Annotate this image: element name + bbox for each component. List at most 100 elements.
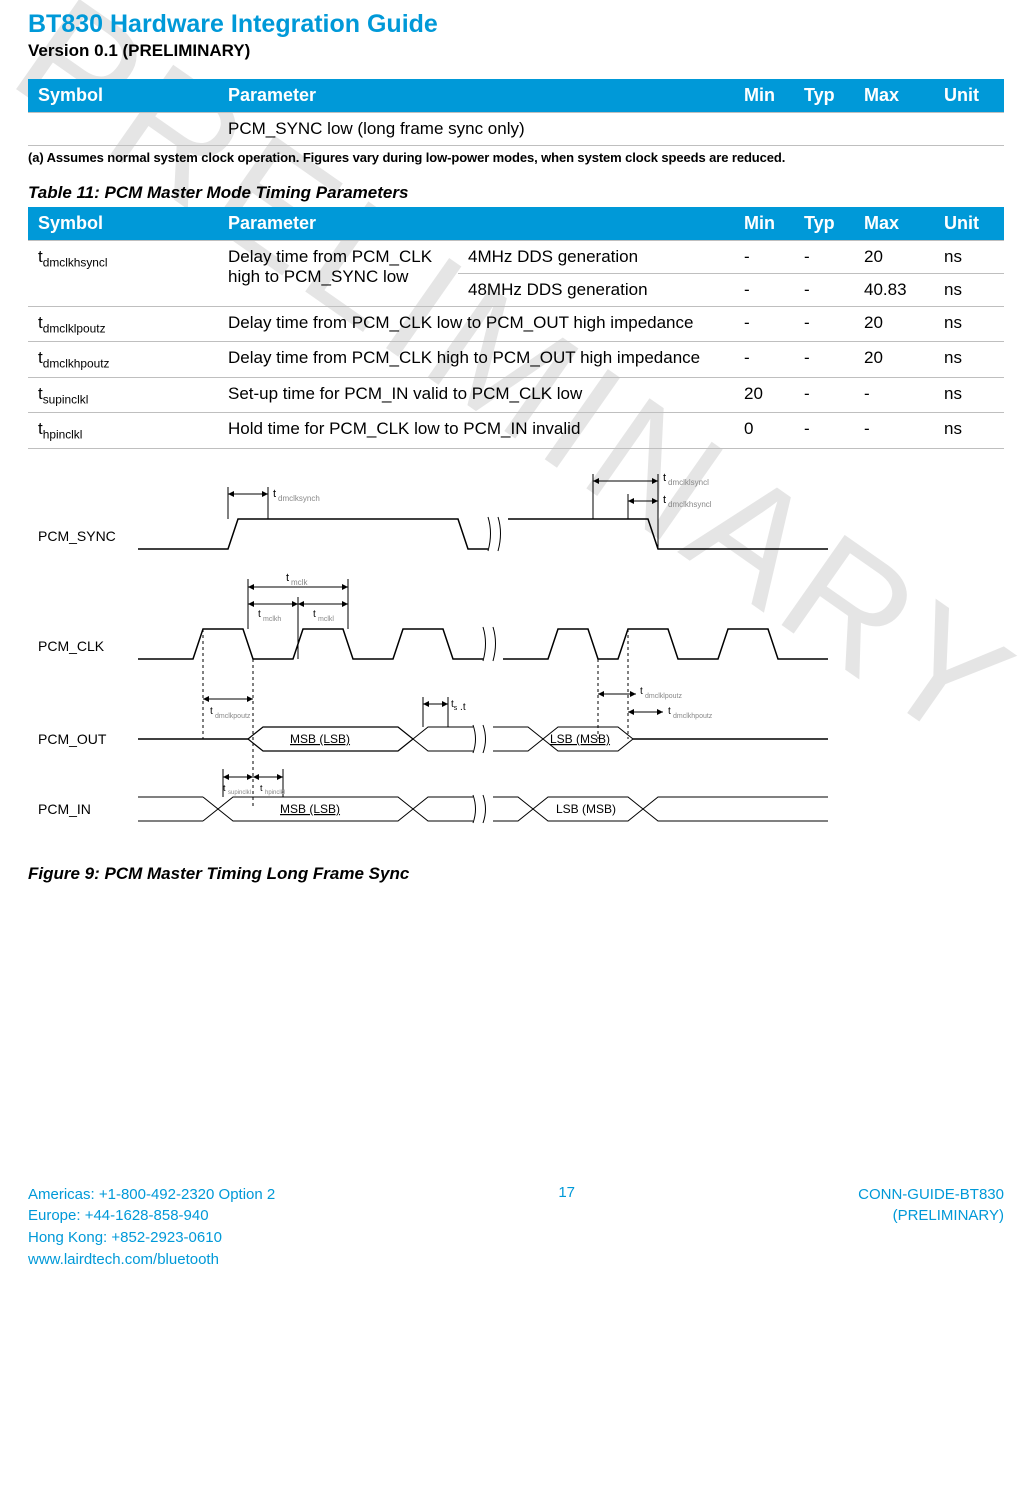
cell-typ: - [794,377,854,412]
cell-max: 40.83 [854,274,934,307]
footer-line: www.lairdtech.com/bluetooth [28,1249,275,1271]
sym-sub: hpinclkl [43,428,83,442]
table-row: tdmclkhpoutz Delay time from PCM_CLK hig… [28,342,1004,377]
cell-unit: ns [934,307,1004,342]
footer-line: Americas: +1-800-492-2320 Option 2 [28,1184,275,1206]
table-header-row: Symbol Parameter Min Typ Max Unit [28,79,1004,113]
svg-text:t: t [313,609,316,620]
cell-unit: ns [934,241,1004,274]
cell-typ: - [794,274,854,307]
cell-min: - [734,274,794,307]
svg-text:t: t [273,488,276,500]
table-row: tdmclklpoutz Delay time from PCM_CLK low… [28,307,1004,342]
cell-typ: - [794,307,854,342]
sym-sub: supinclkl [43,392,89,406]
label-pcm-out: PCM_OUT [38,731,107,747]
th-max: Max [854,79,934,113]
table-prev-tail: Symbol Parameter Min Typ Max Unit PCM_SY… [28,79,1004,146]
cell-max: - [854,413,934,448]
sym-sub: dmclkhsyncl [43,255,108,269]
svg-text:t: t [640,686,643,697]
svg-text:t: t [258,609,261,620]
timing-svg: PCM_SYNC PCM_CLK PCM_OUT PCM_IN t dmclks… [28,469,838,849]
lbl-supinclkl: supinclkl [228,790,251,796]
page-version: Version 0.1 (PRELIMINARY) [28,41,1004,61]
th-min: Min [734,79,794,113]
cell-min: - [734,342,794,377]
th-parameter: Parameter [218,207,734,241]
table-header-row: Symbol Parameter Min Typ Max Unit [28,207,1004,241]
cell-symbol [28,113,218,146]
svg-text:t: t [663,494,666,506]
cell-max: 20 [854,241,934,274]
lbl-hpinclkl: hpinclkl [265,790,285,796]
cell-unit [934,113,1004,146]
lbl-dmclklsyncl: dmclklsyncl [668,478,709,487]
th-min: Min [734,207,794,241]
cell-unit: ns [934,413,1004,448]
cell-typ [794,113,854,146]
lbl-dmclkhpoutz: dmclkhpoutz [673,713,713,720]
th-max: Max [854,207,934,241]
svg-text:t: t [668,706,671,717]
table11-caption: Table 11: PCM Master Mode Timing Paramet… [28,183,1004,203]
cell-symbol: tsupinclkl [28,377,218,412]
cell-parameter: PCM_SYNC low (long frame sync only) [218,113,734,146]
cell-min: - [734,241,794,274]
cell-typ: - [794,342,854,377]
lbl-mclkl: mclkl [318,616,334,623]
lbl-msb-lsb-in: MSB (LSB) [280,802,340,816]
label-pcm-sync: PCM_SYNC [38,528,116,544]
table-row: tdmclkhsyncl Delay time from PCM_CLK hig… [28,241,1004,274]
lbl-dmclkpoutz: dmclkpoutz [215,713,251,720]
table-footnote: (a) Assumes normal system clock operatio… [28,150,1004,165]
cell-parameter: Hold time for PCM_CLK low to PCM_IN inva… [218,413,734,448]
th-typ: Typ [794,207,854,241]
cell-min: 0 [734,413,794,448]
cell-typ: - [794,241,854,274]
table-row: tsupinclkl Set-up time for PCM_IN valid … [28,377,1004,412]
footer-left: Americas: +1-800-492-2320 Option 2 Europ… [28,1184,275,1271]
cell-parameter: Delay time from PCM_CLK low to PCM_OUT h… [218,307,734,342]
svg-text:ts .t: ts .t [451,699,466,713]
th-unit: Unit [934,79,1004,113]
table-row: PCM_SYNC low (long frame sync only) [28,113,1004,146]
cell-parameter: Delay time from PCM_CLK high to PCM_OUT … [218,342,734,377]
page-title: BT830 Hardware Integration Guide [28,10,1004,39]
svg-text:t: t [223,783,226,793]
cell-min [734,113,794,146]
label-pcm-clk: PCM_CLK [38,638,105,654]
footer-right: CONN-GUIDE-BT830 (PRELIMINARY) [858,1184,1004,1228]
cell-symbol: tdmclklpoutz [28,307,218,342]
lbl-lsb-msb-out: LSB (MSB) [550,732,610,746]
page-number: 17 [558,1184,575,1201]
cell-parameter: Delay time from PCM_CLK high to PCM_SYNC… [218,241,458,307]
lbl-dmclkhsyncl: dmclkhsyncl [668,500,712,509]
table11: Symbol Parameter Min Typ Max Unit tdmclk… [28,207,1004,449]
lbl-lsb-msb-in: LSB (MSB) [556,802,616,816]
table-row: thpinclkl Hold time for PCM_CLK low to P… [28,413,1004,448]
svg-text:t: t [663,472,666,484]
cell-max: 20 [854,307,934,342]
cell-min: - [734,307,794,342]
figure-caption: Figure 9: PCM Master Timing Long Frame S… [28,864,1004,884]
footer-line: Hong Kong: +852-2923-0610 [28,1227,275,1249]
svg-text:t: t [260,783,263,793]
svg-text:t: t [210,706,213,717]
cell-symbol: tdmclkhpoutz [28,342,218,377]
cell-subparam: 4MHz DDS generation [458,241,734,274]
cell-max: 20 [854,342,934,377]
footer-line: CONN-GUIDE-BT830 [858,1184,1004,1206]
th-unit: Unit [934,207,1004,241]
th-symbol: Symbol [28,79,218,113]
sym-sub: dmclklpoutz [43,321,106,335]
cell-max [854,113,934,146]
cell-max: - [854,377,934,412]
timing-diagram: PCM_SYNC PCM_CLK PCM_OUT PCM_IN t dmclks… [28,469,1004,854]
cell-symbol: thpinclkl [28,413,218,448]
th-typ: Typ [794,79,854,113]
sym-sub: dmclkhpoutz [43,357,110,371]
page-footer: Americas: +1-800-492-2320 Option 2 Europ… [28,1184,1004,1271]
label-pcm-in: PCM_IN [38,801,91,817]
footer-line: Europe: +44-1628-858-940 [28,1205,275,1227]
